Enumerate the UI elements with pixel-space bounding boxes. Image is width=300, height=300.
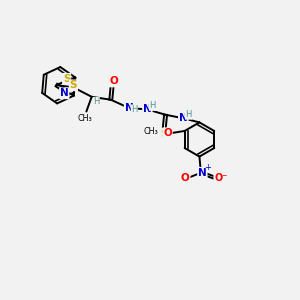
Text: O: O (163, 128, 172, 138)
Text: +: + (204, 163, 211, 172)
Text: N: N (125, 103, 134, 113)
Text: N: N (143, 104, 152, 115)
Text: CH₃: CH₃ (77, 115, 92, 124)
Text: H: H (93, 98, 100, 106)
Text: N: N (179, 113, 188, 123)
Text: H: H (131, 105, 137, 114)
Text: S: S (63, 74, 70, 84)
Text: N: N (198, 168, 207, 178)
Text: N: N (60, 88, 69, 98)
Text: S: S (160, 129, 168, 139)
Text: O: O (110, 76, 118, 86)
Text: CH₃: CH₃ (144, 127, 159, 136)
Text: H: H (185, 110, 192, 119)
Text: O⁻: O⁻ (214, 173, 228, 183)
Text: H: H (149, 101, 156, 110)
Text: S: S (70, 80, 77, 90)
Text: O: O (181, 173, 190, 183)
